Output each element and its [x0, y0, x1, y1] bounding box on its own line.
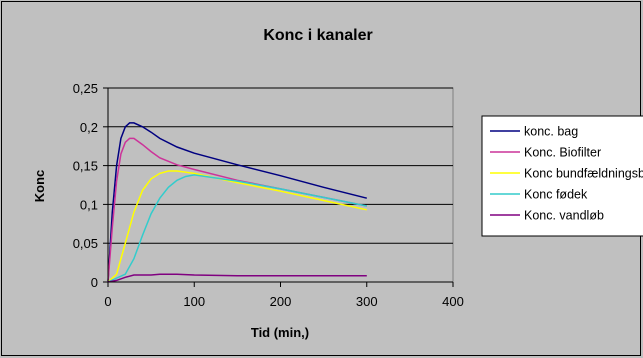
y-axis-label: Konc: [32, 170, 47, 203]
series-line-5: [107, 273, 367, 283]
series-lines: [107, 122, 367, 283]
x-tick-label: 100: [183, 294, 205, 309]
y-tick-label: 0,05: [73, 236, 98, 251]
legend-label-2: Konc. Biofilter: [524, 146, 601, 160]
legend-items: konc. bag Konc. Biofilter Konc bundfældnin…: [490, 125, 643, 223]
x-axis-ticks: 0 100 200 300 400: [104, 282, 464, 309]
plot-background: [107, 87, 454, 283]
y-tick-label: 0,15: [73, 159, 98, 174]
legend-label-4: Konc fødek: [524, 188, 588, 202]
legend-label-3: Konc bundfældningsbassin: [524, 167, 643, 181]
series-line-1: [107, 122, 367, 283]
plot-area: 0 0,05 0,1 0,15 0,2 0,25 0 100 200 300 400: [73, 81, 464, 309]
x-tick-label: 0: [104, 294, 111, 309]
y-tick-label: 0: [91, 275, 98, 290]
x-tick-label: 300: [356, 294, 378, 309]
y-axis-ticks: 0 0,05 0,1 0,15 0,2 0,25: [73, 81, 108, 290]
x-tick-label: 200: [270, 294, 292, 309]
legend-label-1: konc. bag: [524, 125, 578, 139]
chart-title: Konc i kanaler: [263, 27, 372, 44]
y-tick-label: 0,2: [80, 120, 98, 135]
legend: konc. bag Konc. Biofilter Konc bundfældnin…: [481, 115, 643, 237]
series-line-3: [107, 170, 367, 283]
legend-box: [481, 115, 643, 237]
series-line-4: [107, 174, 367, 283]
legend-label-5: Konc. vandløb: [524, 209, 604, 223]
x-tick-label: 400: [442, 294, 464, 309]
x-axis-label: Tid (min,): [251, 325, 309, 340]
gridlines: [108, 87, 453, 244]
y-tick-label: 0,1: [80, 197, 98, 212]
y-tick-label: 0,25: [73, 81, 98, 96]
